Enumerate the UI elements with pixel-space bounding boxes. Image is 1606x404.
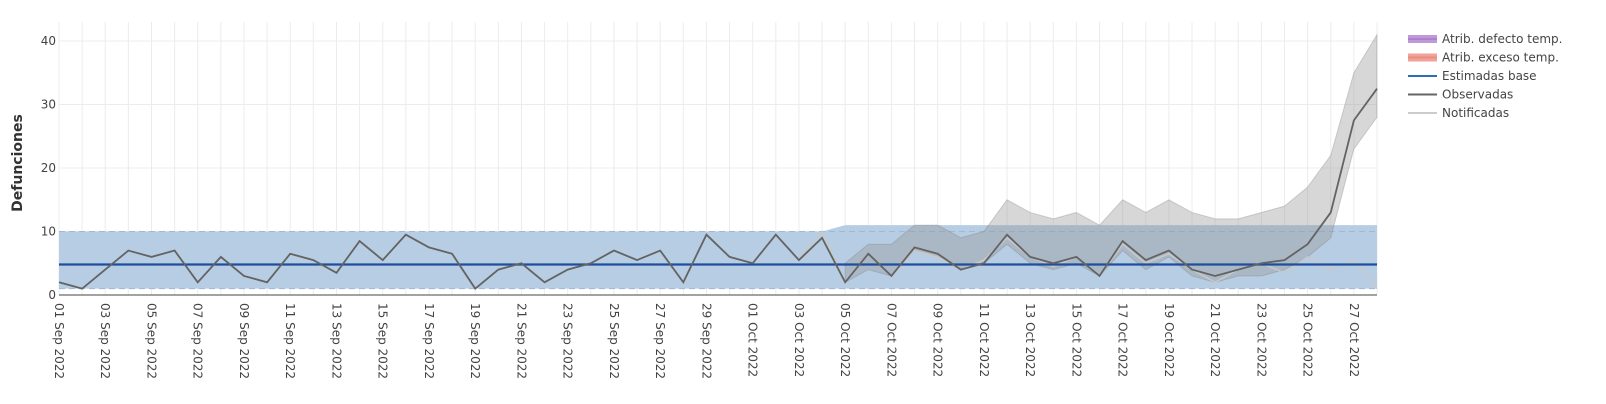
x-tick-label: 23 Oct 2022 xyxy=(1254,303,1268,377)
x-tick-label: 17 Oct 2022 xyxy=(1116,303,1130,377)
x-tick-label: 25 Sep 2022 xyxy=(607,303,621,379)
x-tick-label: 29 Sep 2022 xyxy=(699,303,713,379)
x-tick-label: 03 Sep 2022 xyxy=(98,303,112,379)
series-lines xyxy=(58,88,1378,290)
y-tick-label: 0 xyxy=(48,288,56,302)
x-tick-label: 13 Oct 2022 xyxy=(1023,303,1037,377)
x-tick-label: 11 Oct 2022 xyxy=(977,303,991,377)
x-tick-label: 05 Sep 2022 xyxy=(144,303,158,379)
y-axis-title: Defunciones xyxy=(10,114,26,212)
x-tick-label: 19 Oct 2022 xyxy=(1162,303,1176,377)
observed-uncertainty-band xyxy=(844,32,1378,284)
x-tick-label: 13 Sep 2022 xyxy=(329,303,343,379)
x-tick-label: 03 Oct 2022 xyxy=(792,303,806,377)
x-tick-label: 07 Oct 2022 xyxy=(884,303,898,377)
confidence-bands xyxy=(59,32,1378,290)
x-tick-label: 25 Oct 2022 xyxy=(1301,303,1315,377)
legend-label: Atrib. exceso temp. xyxy=(1442,51,1559,65)
x-tick-label: 01 Sep 2022 xyxy=(52,303,66,379)
x-tick-label: 09 Oct 2022 xyxy=(931,303,945,377)
x-tick-label: 27 Sep 2022 xyxy=(653,303,667,379)
y-tick-label: 20 xyxy=(41,161,56,175)
legend-label: Estimadas base xyxy=(1442,69,1537,83)
legend-item[interactable]: Estimadas base xyxy=(1408,69,1537,83)
x-tick-label: 09 Sep 2022 xyxy=(237,303,251,379)
x-tick-label: 21 Sep 2022 xyxy=(514,303,528,379)
y-tick-label: 10 xyxy=(41,225,56,239)
x-tick-label: 17 Sep 2022 xyxy=(422,303,436,379)
axes: 0 10 20 30 40 01 Sep 2022 03 Sep 2022 05 Sep 20… xyxy=(41,34,1377,379)
x-tick-label: 19 Sep 2022 xyxy=(468,303,482,379)
observadas-line xyxy=(58,88,1378,290)
x-tick-label: 15 Sep 2022 xyxy=(376,303,390,379)
x-tick-label: 07 Sep 2022 xyxy=(191,303,205,379)
legend-item[interactable]: Observadas xyxy=(1408,88,1513,102)
y-tick-label: 40 xyxy=(41,34,56,48)
legend-item[interactable]: Atrib. exceso temp. xyxy=(1408,51,1559,65)
y-tick-label: 30 xyxy=(41,98,56,112)
legend[interactable]: Atrib. defecto temp. Atrib. exceso temp. E… xyxy=(1408,32,1563,120)
base-estimate-band xyxy=(59,225,1377,289)
x-tick-label: 23 Sep 2022 xyxy=(561,303,575,379)
x-tick-label: 27 Oct 2022 xyxy=(1347,303,1361,377)
x-tick-label: 15 Oct 2022 xyxy=(1069,303,1083,377)
x-tick-label: 05 Oct 2022 xyxy=(838,303,852,377)
x-tick-label: 11 Sep 2022 xyxy=(283,303,297,379)
legend-label: Atrib. defecto temp. xyxy=(1442,32,1563,46)
x-tick-label: 21 Oct 2022 xyxy=(1208,303,1222,377)
legend-item[interactable]: Atrib. defecto temp. xyxy=(1408,32,1563,46)
legend-item[interactable]: Notificadas xyxy=(1408,106,1509,120)
legend-label: Observadas xyxy=(1442,88,1513,102)
legend-label: Notificadas xyxy=(1442,106,1509,120)
x-tick-label: 01 Oct 2022 xyxy=(746,303,760,377)
